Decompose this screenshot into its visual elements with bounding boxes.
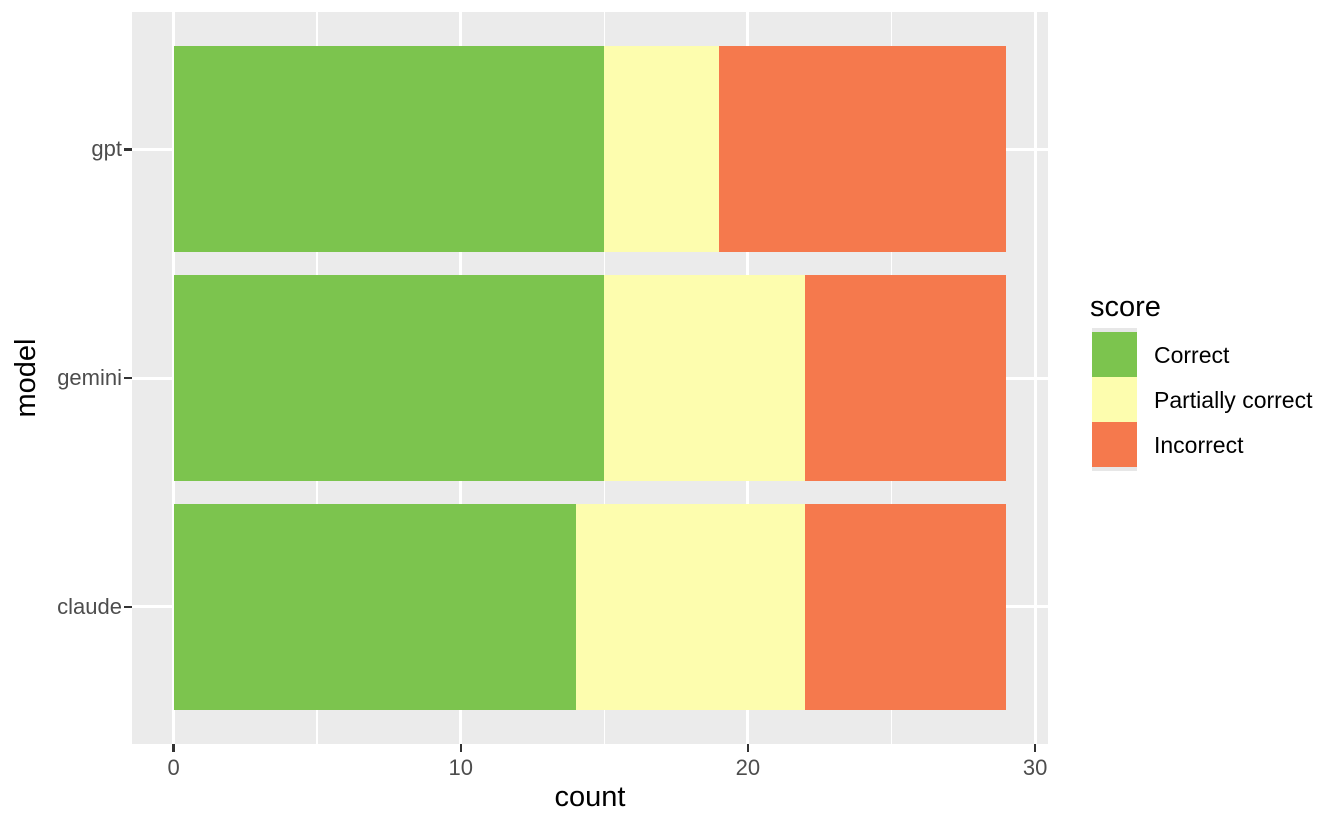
legend-key-partially-correct: [1092, 377, 1137, 422]
x-tick-label: 20: [735, 755, 761, 780]
bar-segment-gemini-correct: [173, 275, 605, 481]
bar-segment-gpt-correct: [173, 46, 605, 253]
x-tick-label: 10: [448, 755, 474, 780]
y-tick-label-gemini: gemini: [57, 365, 122, 390]
x-tick-label: 30: [1022, 755, 1048, 780]
legend-label: Incorrect: [1154, 431, 1244, 458]
x-tick-mark: [1033, 744, 1037, 752]
legend-label: Correct: [1154, 341, 1230, 368]
legend-key-correct: [1092, 332, 1137, 377]
bar-segment-gpt-incorrect: [719, 46, 1007, 253]
legend-key-incorrect: [1092, 422, 1137, 467]
bar-segment-claude-partially-correct: [575, 503, 806, 710]
x-tick-mark: [459, 744, 463, 752]
bar-segment-gpt-partially-correct: [604, 46, 720, 253]
y-tick-label-claude: claude: [57, 593, 122, 619]
x-tick-label: 0: [167, 755, 180, 780]
y-tick-mark: [124, 376, 132, 380]
x-tick-mark: [746, 744, 750, 752]
bar-segment-claude-correct: [173, 503, 576, 710]
y-tick-label-gpt: gpt: [91, 136, 122, 162]
y-tick-mark: [124, 148, 132, 151]
legend-label: Partially correct: [1154, 386, 1313, 413]
bar-segment-gemini-incorrect: [805, 275, 1007, 481]
legend-key-column: [1092, 328, 1137, 471]
bar-segment-claude-incorrect: [805, 503, 1007, 710]
bar-segment-gemini-partially-correct: [604, 275, 806, 481]
legend-title: score: [1090, 291, 1161, 323]
y-tick-mark: [124, 605, 132, 608]
x-axis-title: count: [554, 781, 626, 813]
x-tick-mark: [172, 744, 175, 752]
